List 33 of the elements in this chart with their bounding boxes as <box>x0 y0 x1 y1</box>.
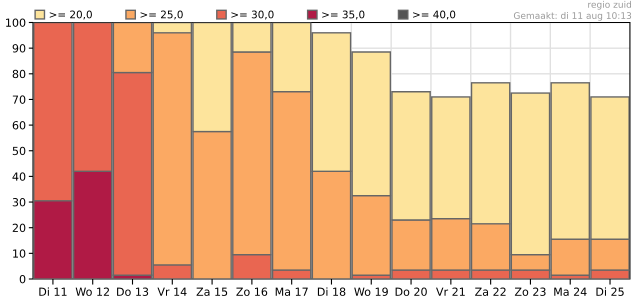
x-tick-label: Wo 19 <box>354 288 388 296</box>
x-tick-label: Vr 14 <box>157 288 187 296</box>
y-tick-label: 70 <box>12 95 26 104</box>
x-tick-label: Vr 21 <box>436 288 465 296</box>
y-tick-label: 50 <box>12 146 26 156</box>
y-tick-label: 10 <box>13 249 26 258</box>
text: Gemaakt: di 11 aug 10:13 <box>514 12 632 21</box>
y-tick-label: 80 <box>12 70 26 78</box>
y-tick-label: 40 <box>12 172 26 181</box>
x-tick-label: Di 25 <box>596 287 624 296</box>
y-tick-label: 60 <box>12 121 26 130</box>
legend-label: >= 20,0 <box>50 10 92 20</box>
x-tick-label: Za 22 <box>475 288 506 296</box>
y-tick-label: 0 <box>20 274 26 284</box>
legend-label: >= 30,0 <box>231 10 274 20</box>
legend-label: >= 25,0 <box>140 10 183 20</box>
y-tick-label: 30 <box>12 198 26 206</box>
text: regio zuid <box>588 0 632 10</box>
x-tick-label: Do 20 <box>396 288 427 296</box>
x-tick-label: Do 13 <box>117 288 148 296</box>
legend-label: >= 35,0 <box>322 10 364 20</box>
y-tick-label: 100 <box>6 18 26 27</box>
x-tick-label: Di 11 <box>39 287 67 296</box>
x-tick-label: Di 18 <box>318 287 346 296</box>
x-tick-label: Ma 17 <box>276 288 308 296</box>
x-tick-label: Zo 23 <box>514 288 546 296</box>
x-tick-label: Zo 16 <box>236 288 268 296</box>
y-tick-label: 90 <box>12 44 26 53</box>
x-tick-label: Ma 24 <box>554 288 587 296</box>
x-tick-label: Za 15 <box>196 288 228 296</box>
legend-label: >= 40,0 <box>413 10 456 20</box>
y-tick-label: 20 <box>12 224 26 232</box>
x-tick-label: Wo 12 <box>76 288 109 296</box>
